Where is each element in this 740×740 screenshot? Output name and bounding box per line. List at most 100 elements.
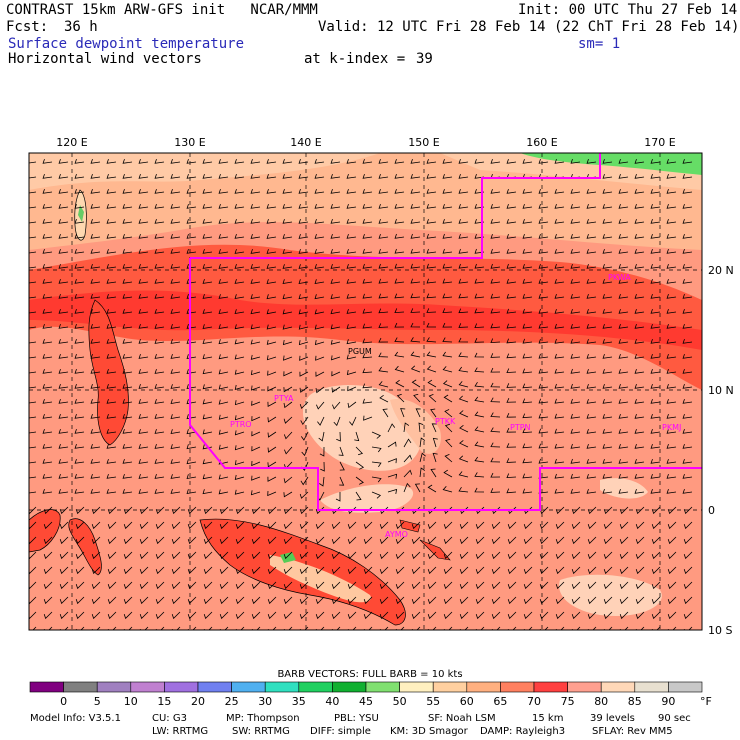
- wind-barb: [170, 323, 181, 329]
- grid-spacing: 15 km: [532, 713, 564, 724]
- wind-barb: [267, 386, 277, 392]
- wind-barb: [74, 413, 85, 419]
- wind-barb: [363, 611, 373, 620]
- damping-scheme: DAMP: Rayleigh3: [480, 726, 566, 737]
- wind-barb: [122, 353, 133, 359]
- wind-barb: [474, 456, 485, 463]
- wind-barb: [682, 293, 693, 299]
- wind-barb: [410, 188, 421, 194]
- wind-barb: [413, 393, 421, 403]
- wind-barb: [29, 371, 37, 374]
- wind-barb: [282, 218, 293, 224]
- wind-barb: [266, 158, 277, 164]
- wind-barb: [251, 521, 261, 530]
- wind-barb: [138, 368, 149, 374]
- wind-barb: [394, 337, 405, 343]
- wind-barb: [619, 551, 629, 560]
- wind-barb: [107, 581, 117, 590]
- wind-barb: [58, 218, 69, 224]
- wind-barb: [331, 355, 341, 361]
- wind-barb: [506, 473, 517, 479]
- wind-barb: [320, 461, 325, 472]
- wind-barb: [234, 415, 245, 421]
- wind-barb: [618, 158, 629, 164]
- wind-barb: [267, 416, 277, 423]
- wind-barb: [122, 413, 133, 419]
- wind-barb: [570, 248, 581, 254]
- wind-barb: [284, 446, 293, 455]
- wind-barb: [298, 279, 309, 285]
- wind-barb: [586, 323, 597, 329]
- wind-barb: [602, 413, 613, 419]
- wind-barb: [106, 308, 117, 314]
- wind-barb: [170, 399, 181, 405]
- wind-barb: [298, 324, 309, 330]
- wind-barb: [362, 323, 373, 329]
- wind-barb: [458, 278, 469, 284]
- wind-barb: [90, 428, 101, 434]
- dry-band-northwest: [29, 153, 380, 190]
- colorbar-swatch: [332, 681, 367, 693]
- wind-barb: [378, 366, 389, 373]
- wind-barb: [186, 293, 197, 299]
- wind-barb: [138, 158, 149, 164]
- wind-barb: [362, 248, 373, 254]
- wind-barb: [202, 248, 213, 254]
- wind-barb: [202, 158, 213, 164]
- wind-barb: [107, 551, 117, 560]
- wind-barb: [298, 309, 309, 315]
- wind-barb: [202, 324, 213, 330]
- wind-barb: [75, 581, 85, 590]
- wind-barb: [170, 414, 181, 420]
- wind-barb: [634, 188, 645, 194]
- wind-barb: [410, 263, 421, 269]
- wind-barb: [666, 398, 677, 404]
- wind-barb: [250, 490, 261, 496]
- wind-barb: [682, 323, 693, 329]
- wind-barb: [603, 536, 613, 545]
- wind-barb: [283, 506, 293, 515]
- wind-barb: [203, 506, 213, 515]
- wind-barb: [74, 383, 85, 389]
- wind-barb: [602, 338, 613, 344]
- wind-barb: [138, 308, 149, 314]
- wind-barb: [474, 323, 485, 329]
- wind-barb: [299, 386, 309, 393]
- wind-barb: [539, 626, 549, 630]
- wind-barb: [683, 536, 693, 545]
- wind-barb: [650, 488, 661, 494]
- wind-barb: [387, 423, 396, 433]
- wind-barb: [171, 551, 181, 560]
- wind-barb: [170, 293, 181, 299]
- colorbar-tick-label: 25: [225, 695, 239, 708]
- wind-barb: [682, 353, 693, 359]
- wind-barb: [170, 353, 181, 359]
- time-step: 90 sec: [658, 713, 691, 724]
- wind-barb: [154, 218, 165, 224]
- dry-swirl: [302, 384, 421, 471]
- diffusion-scheme: DIFF: simple: [310, 726, 371, 737]
- lat-label-10s: 10 S: [708, 624, 732, 637]
- wind-barb: [123, 506, 133, 515]
- wind-barb: [618, 488, 629, 494]
- wind-barb: [682, 428, 693, 434]
- colorbar-tick-label: 5: [94, 695, 101, 708]
- wind-barb: [650, 248, 661, 254]
- wind-barb: [603, 566, 613, 575]
- wind-barb: [411, 596, 421, 605]
- wind-barb: [554, 488, 565, 494]
- wind-barb: [266, 355, 277, 361]
- wind-barb: [203, 536, 213, 545]
- wind-barb: [330, 248, 341, 254]
- wind-barb: [154, 248, 165, 254]
- wind-barb: [650, 158, 661, 164]
- wind-barb: [634, 398, 645, 404]
- wind-barb: [459, 596, 469, 605]
- wind-barb: [202, 354, 213, 360]
- wind-barb: [458, 455, 469, 463]
- wind-barb: [346, 218, 357, 224]
- wind-barb: [234, 203, 245, 209]
- wind-barb: [218, 188, 229, 194]
- wind-barb: [90, 398, 101, 404]
- wind-barb: [538, 398, 549, 404]
